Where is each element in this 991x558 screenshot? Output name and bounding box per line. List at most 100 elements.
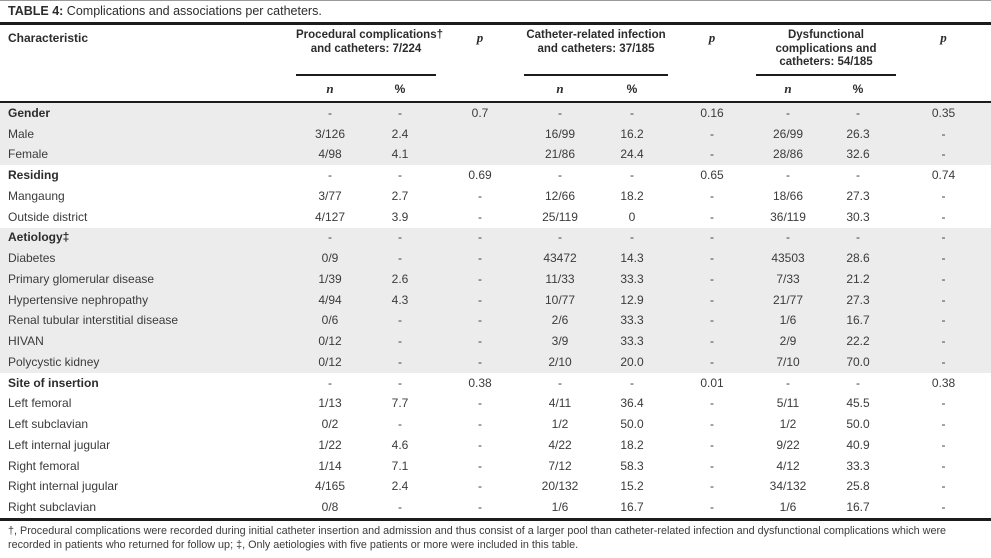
value-cell: -	[896, 331, 991, 352]
section-row: Site of insertion - - 0.38 - - 0.01 - - 0.38	[0, 373, 991, 394]
value-cell: -	[710, 437, 714, 452]
column-header-characteristic: Characteristic	[8, 31, 89, 45]
row-label: Right internal jugular	[8, 479, 119, 494]
value-cell: 58.3	[620, 458, 644, 473]
table-row: Polycystic kidney 0/12- -2/10 20.0-7/10 70.0…	[0, 352, 991, 373]
value-cell: -	[668, 248, 756, 269]
group-title-line: Catheter-related infection	[526, 29, 666, 41]
value-cell: 30.3	[846, 209, 870, 224]
value-cell: -	[710, 417, 714, 432]
value-cell: 50.0	[846, 417, 870, 432]
value-cell: -	[941, 479, 946, 494]
column-header-n-dysfunctional: n	[784, 80, 792, 96]
value-cell: 0.65	[700, 168, 724, 183]
value-cell: 16.2	[596, 123, 668, 145]
value-cell: -	[596, 102, 668, 124]
value-cell: -	[820, 102, 896, 124]
value-cell: 26/99	[756, 123, 820, 145]
value-cell: 16.7	[620, 500, 644, 515]
row-label: Left femoral	[8, 396, 72, 411]
value-cell: -	[596, 227, 668, 249]
column-header-p-infection: p	[708, 30, 716, 45]
value-cell: 1/14	[318, 458, 342, 473]
group-title-line: Procedural complications†	[296, 29, 443, 41]
value-cell: 18.2	[620, 437, 644, 452]
value-cell: 2.7	[391, 188, 409, 203]
column-header-n-infection: n	[556, 80, 564, 96]
table-row: Left internal jugular 1/22 4.6 - 4/22 18.2 - 9/…	[0, 435, 991, 456]
value-cell: 0	[628, 209, 636, 224]
value-cell: -	[941, 396, 946, 411]
value-cell: 1/6	[551, 500, 569, 515]
value-cell: -	[941, 188, 946, 203]
row-label: Left internal jugular	[8, 437, 111, 452]
value-cell: -	[668, 331, 756, 352]
value-cell: -	[941, 437, 946, 452]
value-cell: 36/119	[770, 209, 806, 224]
value-cell: 25.8	[846, 479, 870, 494]
value-cell: 12/66	[544, 188, 576, 203]
value-cell: -	[364, 227, 436, 249]
row-label: Male	[0, 123, 296, 145]
value-cell: 25/119	[542, 209, 578, 224]
value-cell: -	[710, 458, 714, 473]
value-cell: 1/2	[779, 417, 797, 432]
value-cell: 0.69	[468, 168, 492, 183]
value-cell: -	[296, 227, 364, 249]
table-row: Primary glomerular disease 1/39 2.6-11/33 3…	[0, 269, 991, 290]
value-cell: -	[436, 227, 524, 249]
value-cell: 4/22	[548, 437, 572, 452]
value-cell: -	[364, 310, 436, 332]
value-cell: 0/12	[296, 331, 364, 352]
value-cell: -	[436, 289, 524, 311]
value-cell: 34/132	[769, 479, 807, 494]
table-row: Renal tubular interstitial disease 0/6- -2…	[0, 310, 991, 332]
value-cell: 18.2	[620, 188, 644, 203]
value-cell: 0.01	[700, 375, 724, 390]
value-cell: -	[398, 168, 402, 183]
value-cell: -	[296, 102, 364, 124]
column-header-pct-infection: %	[626, 81, 638, 96]
value-cell: 16.7	[820, 310, 896, 332]
value-cell: -	[524, 102, 596, 124]
value-cell: -	[941, 209, 946, 224]
value-cell: 28.6	[820, 248, 896, 269]
value-cell: 27.3	[846, 188, 870, 203]
value-cell: 33.3	[596, 269, 668, 290]
value-cell: -	[786, 375, 790, 390]
value-cell: 9/22	[776, 437, 800, 452]
value-cell: 21.2	[820, 269, 896, 290]
value-cell: -	[478, 458, 482, 473]
data-table: Characteristic Procedural complications†…	[0, 25, 991, 521]
value-cell: 7.1	[391, 458, 409, 473]
value-cell: -	[896, 310, 991, 332]
value-cell: -	[436, 248, 524, 269]
table-caption: TABLE 4: Complications and associations …	[0, 1, 991, 25]
value-cell: 21/86	[524, 144, 596, 166]
value-cell: -	[856, 375, 860, 390]
value-cell: 2/10	[524, 352, 596, 373]
value-cell: -	[668, 269, 756, 290]
column-header-n-procedural: n	[326, 80, 334, 96]
row-label: Polycystic kidney	[0, 352, 296, 373]
group-title-line: and catheters: 7/224	[310, 42, 422, 55]
value-cell: -	[436, 310, 524, 332]
value-cell: 1/22	[318, 437, 342, 452]
value-cell: 11/33	[524, 269, 596, 290]
value-cell: 0.38	[468, 375, 492, 390]
group-title-line: complications and	[775, 42, 877, 55]
table-row: HIVAN 0/12- -3/9 33.3-2/9 22.2-	[0, 331, 991, 352]
value-cell: -	[364, 331, 436, 352]
table-header: Characteristic Procedural complications†…	[0, 25, 991, 102]
value-cell: -	[896, 289, 991, 311]
value-cell: 3.9	[391, 209, 409, 224]
value-cell: -	[630, 375, 634, 390]
value-cell: 4/165	[314, 479, 346, 494]
row-label: Site of insertion	[8, 375, 99, 390]
row-label: Female	[0, 144, 296, 166]
value-cell: 4/11	[548, 396, 572, 411]
value-cell: -	[710, 479, 714, 494]
value-cell: 7/33	[756, 269, 820, 290]
table-row: Diabetes 0/9- -43472 14.3-43503 28.6-	[0, 248, 991, 269]
